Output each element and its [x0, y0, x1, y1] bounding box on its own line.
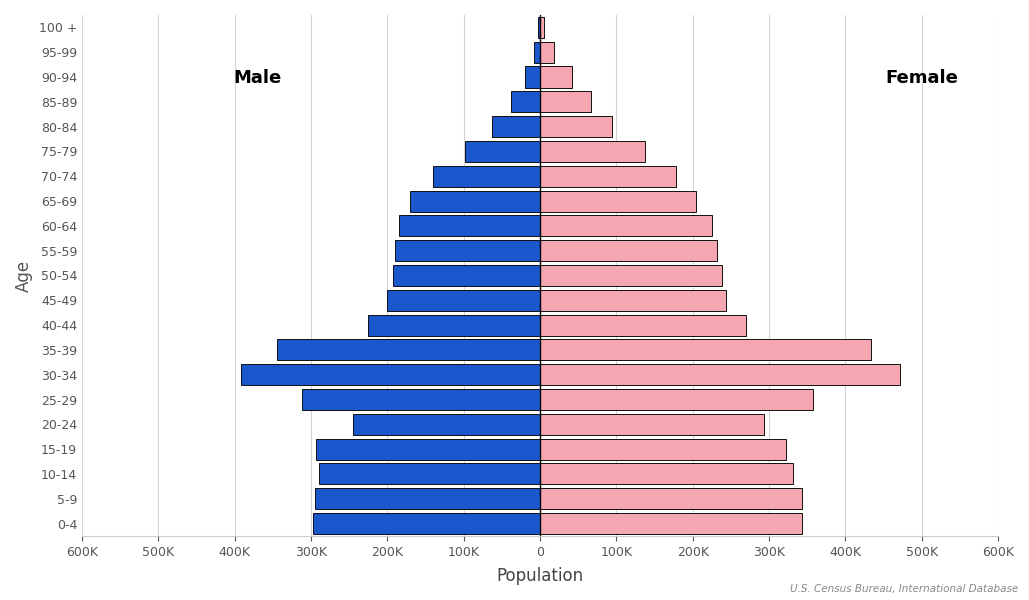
Bar	[387, 290, 540, 311]
Bar	[316, 439, 540, 460]
Bar	[540, 240, 717, 261]
Bar	[465, 141, 540, 162]
Bar	[540, 513, 802, 534]
Bar	[540, 463, 793, 484]
Bar	[319, 463, 540, 484]
Bar	[540, 41, 554, 63]
Bar	[540, 17, 543, 38]
Bar	[511, 91, 540, 112]
Bar	[540, 364, 900, 385]
Bar	[313, 513, 540, 534]
Bar	[433, 166, 540, 187]
X-axis label: Population: Population	[496, 567, 583, 585]
Bar	[540, 116, 612, 137]
Bar	[393, 265, 540, 286]
Bar	[525, 67, 540, 88]
Bar	[540, 265, 721, 286]
Bar	[492, 116, 540, 137]
Text: Male: Male	[234, 68, 282, 86]
Bar	[540, 439, 786, 460]
Bar	[540, 215, 712, 236]
Bar	[540, 389, 813, 410]
Bar	[540, 314, 746, 335]
Bar	[241, 364, 540, 385]
Bar	[534, 41, 540, 63]
Bar	[540, 67, 572, 88]
Bar	[353, 414, 540, 435]
Text: U.S. Census Bureau, International Database: U.S. Census Bureau, International Databa…	[790, 584, 1019, 594]
Bar	[411, 191, 540, 212]
Bar	[540, 414, 764, 435]
Bar	[368, 314, 540, 335]
Y-axis label: Age: Age	[15, 259, 33, 292]
Bar	[540, 166, 676, 187]
Bar	[540, 141, 645, 162]
Bar	[395, 240, 540, 261]
Bar	[315, 488, 540, 509]
Bar	[540, 340, 871, 361]
Bar	[540, 488, 802, 509]
Bar	[398, 215, 540, 236]
Text: Female: Female	[885, 68, 958, 86]
Bar	[540, 191, 697, 212]
Bar	[538, 17, 540, 38]
Bar	[540, 91, 591, 112]
Bar	[540, 290, 726, 311]
Bar	[301, 389, 540, 410]
Bar	[277, 340, 540, 361]
